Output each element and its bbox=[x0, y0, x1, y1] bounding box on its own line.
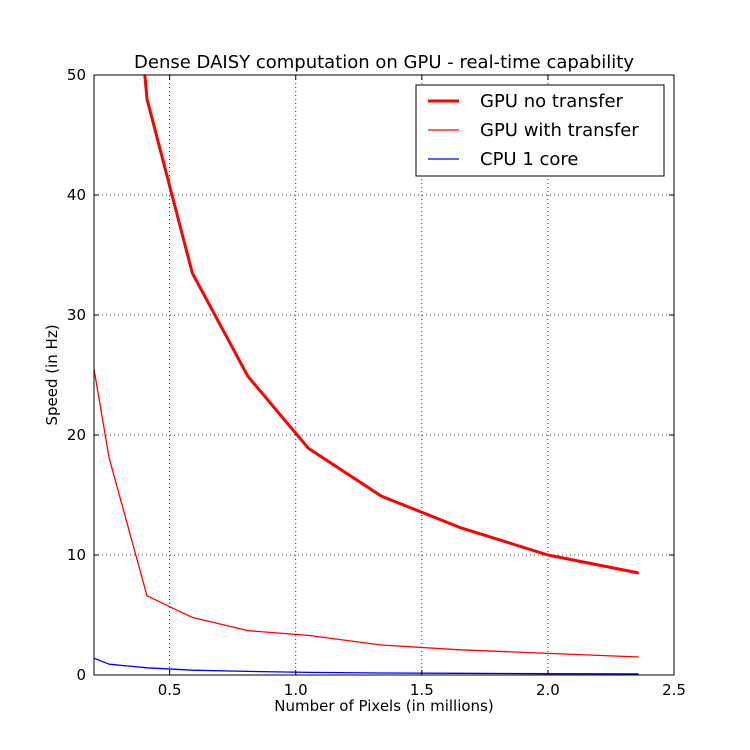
series-line-cpu-1-core bbox=[94, 657, 639, 675]
series-line-gpu-no-transfer bbox=[143, 75, 639, 575]
legend: GPU no transfer GPU with transfer CPU 1 co… bbox=[415, 84, 665, 177]
y-tick-label: 40 bbox=[67, 186, 86, 204]
legend-label-gpu-no-transfer: GPU no transfer bbox=[480, 91, 624, 112]
axis-ticks: 0.5 1.0 1.5 2.0 2.5 0 10 20 30 40 50 bbox=[67, 66, 686, 699]
y-tick-label: 50 bbox=[67, 66, 86, 84]
x-tick-label: 0.5 bbox=[158, 681, 182, 699]
y-axis-label: Speed (in Hz) bbox=[43, 324, 61, 425]
x-axis-label: Number of Pixels (in millions) bbox=[274, 697, 493, 715]
x-tick-label: 2.0 bbox=[536, 681, 560, 699]
plot-border bbox=[93, 74, 675, 676]
y-tick-label: 30 bbox=[67, 306, 86, 324]
legend-label-gpu-with-transfer: GPU with transfer bbox=[480, 120, 639, 141]
chart-title: Dense DAISY computation on GPU - real-ti… bbox=[134, 52, 634, 73]
series-lines bbox=[94, 75, 639, 675]
legend-label-cpu-1-core: CPU 1 core bbox=[480, 149, 578, 170]
y-tick-label: 0 bbox=[76, 666, 86, 684]
y-tick-label: 20 bbox=[67, 426, 86, 444]
x-tick-label: 1.5 bbox=[410, 681, 434, 699]
x-tick-label: 2.5 bbox=[662, 681, 686, 699]
y-tick-label: 10 bbox=[67, 546, 86, 564]
x-tick-label: 1.0 bbox=[284, 681, 308, 699]
series-line-gpu-with-transfer bbox=[94, 368, 639, 658]
